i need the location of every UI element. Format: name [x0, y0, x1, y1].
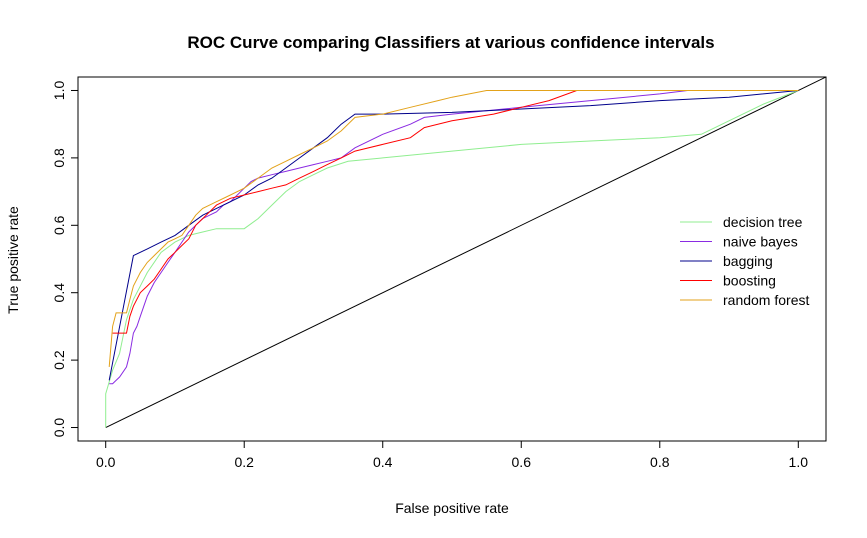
- random-guess-diagonal: [105, 77, 826, 428]
- y-tick-label: 1.0: [51, 81, 67, 101]
- series-line-bagging: [108, 90, 799, 381]
- series-line-boosting: [112, 90, 799, 334]
- y-axis: 0.0 0.2 0.4 0.6 0.8 1.0: [51, 81, 78, 438]
- x-tick-label: 0.8: [650, 454, 670, 470]
- legend: decision tree naive bayes bagging boosting r…: [680, 214, 809, 308]
- legend-label: boosting: [723, 273, 776, 289]
- y-tick-label: 0.8: [51, 148, 67, 168]
- legend-label: bagging: [723, 253, 773, 269]
- plot-frame: [77, 76, 827, 442]
- legend-label: decision tree: [723, 214, 803, 230]
- series-line-decision-tree: [105, 90, 799, 428]
- x-axis-label: False positive rate: [395, 500, 509, 516]
- x-tick-label: 0.2: [234, 454, 254, 470]
- y-tick-label: 0.0: [51, 418, 67, 438]
- y-tick-label: 0.6: [51, 215, 67, 235]
- x-tick-label: 0.6: [512, 454, 532, 470]
- x-tick-label: 1.0: [789, 454, 809, 470]
- y-axis-label: True positive rate: [5, 206, 21, 314]
- chart-title: ROC Curve comparing Classifiers at vario…: [187, 33, 714, 52]
- x-axis: 0.0 0.2 0.4 0.6 0.8 1.0: [96, 441, 808, 470]
- y-tick-label: 0.2: [51, 350, 67, 370]
- x-tick-label: 0.0: [96, 454, 116, 470]
- series-line-random-forest: [108, 90, 799, 367]
- x-tick-label: 0.4: [373, 454, 393, 470]
- legend-label: naive bayes: [723, 234, 798, 250]
- y-tick-label: 0.4: [51, 283, 67, 303]
- plot-area: [105, 77, 826, 428]
- legend-label: random forest: [723, 292, 809, 308]
